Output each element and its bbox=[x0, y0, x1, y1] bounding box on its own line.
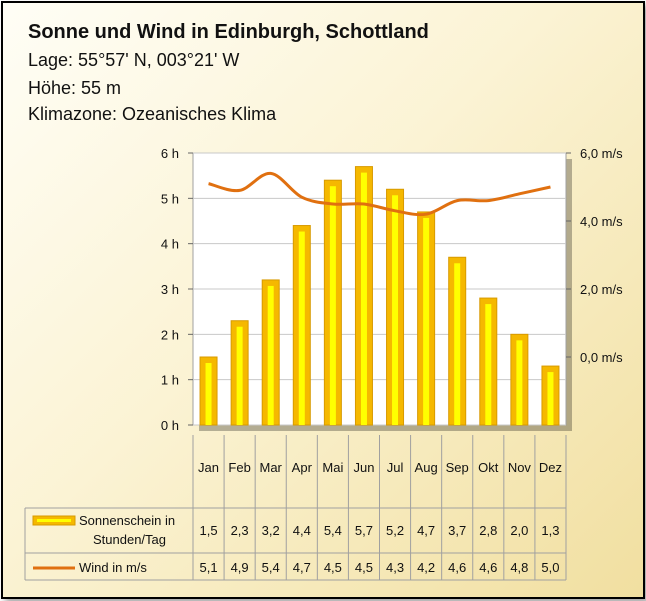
sunshine-value: 5,4 bbox=[324, 523, 342, 538]
wind-value: 4,3 bbox=[386, 560, 404, 575]
sunshine-bar-highlight bbox=[236, 326, 243, 425]
right-axis-tick-label: 0,0 m/s bbox=[580, 350, 623, 365]
sunshine-legend-swatch-inner bbox=[37, 519, 71, 522]
left-axis-tick-label: 6 h bbox=[161, 146, 179, 161]
sunshine-legend-label: Sonnenschein in bbox=[79, 513, 175, 528]
month-label: Okt bbox=[478, 460, 499, 475]
altitude-text: Höhe: 55 m bbox=[28, 78, 122, 98]
climate-zone-text: Klimazone: Ozeanisches Klima bbox=[28, 104, 277, 124]
wind-value: 4,6 bbox=[479, 560, 497, 575]
sunshine-value: 5,7 bbox=[355, 523, 373, 538]
sunshine-bar-highlight bbox=[485, 304, 492, 425]
sunshine-value: 4,4 bbox=[293, 523, 311, 538]
chart-title: Sonne und Wind in Edinburgh, Schottland bbox=[28, 21, 429, 43]
sunshine-bar-highlight bbox=[454, 263, 461, 425]
wind-value: 4,7 bbox=[293, 560, 311, 575]
sunshine-value: 1,5 bbox=[200, 523, 218, 538]
left-axis-tick-label: 4 h bbox=[161, 237, 179, 252]
sunshine-value: 3,7 bbox=[448, 523, 466, 538]
month-label: Aug bbox=[415, 460, 438, 475]
sunshine-bar-highlight bbox=[298, 231, 305, 425]
right-axis-tick-label: 2,0 m/s bbox=[580, 282, 623, 297]
sunshine-bar-highlight bbox=[516, 340, 523, 425]
month-label: Mai bbox=[322, 460, 343, 475]
month-label: Apr bbox=[292, 460, 313, 475]
sunshine-bar-highlight bbox=[392, 195, 399, 425]
left-axis-tick-label: 0 h bbox=[161, 418, 179, 433]
right-axis-tick-label: 4,0 m/s bbox=[580, 214, 623, 229]
month-label: Jun bbox=[353, 460, 374, 475]
location-text: Lage: 55°57' N, 003°21' W bbox=[28, 50, 240, 70]
right-axis-tick-label: 6,0 m/s bbox=[580, 146, 623, 161]
sunshine-bar-highlight bbox=[329, 186, 336, 425]
sunshine-bar-highlight bbox=[205, 363, 212, 425]
month-label: Feb bbox=[228, 460, 250, 475]
sunshine-value: 2,3 bbox=[231, 523, 249, 538]
left-axis-tick-label: 2 h bbox=[161, 327, 179, 342]
sunshine-bar-highlight bbox=[547, 372, 554, 425]
month-label: Nov bbox=[508, 460, 532, 475]
month-label: Sep bbox=[446, 460, 469, 475]
month-label: Jan bbox=[198, 460, 219, 475]
left-axis-tick-label: 5 h bbox=[161, 191, 179, 206]
wind-value: 4,9 bbox=[231, 560, 249, 575]
left-axis-tick-label: 1 h bbox=[161, 373, 179, 388]
wind-value: 4,5 bbox=[324, 560, 342, 575]
wind-line bbox=[208, 171, 551, 217]
wind-value: 4,2 bbox=[417, 560, 435, 575]
month-label: Mar bbox=[260, 460, 283, 475]
wind-value: 5,4 bbox=[262, 560, 280, 575]
sunshine-bar-highlight bbox=[267, 285, 274, 425]
month-label: Jul bbox=[387, 460, 404, 475]
sunshine-bar-highlight bbox=[360, 172, 367, 425]
month-label: Dez bbox=[539, 460, 562, 475]
sunshine-value: 1,3 bbox=[541, 523, 559, 538]
sunshine-value: 2,0 bbox=[510, 523, 528, 538]
sunshine-value: 2,8 bbox=[479, 523, 497, 538]
sunshine-legend-label-2: Stunden/Tag bbox=[93, 532, 166, 547]
wind-value: 4,6 bbox=[448, 560, 466, 575]
wind-value: 4,5 bbox=[355, 560, 373, 575]
wind-legend-label: Wind in m/s bbox=[79, 560, 147, 575]
sunshine-value: 4,7 bbox=[417, 523, 435, 538]
sunshine-value: 5,2 bbox=[386, 523, 404, 538]
wind-value: 5,1 bbox=[200, 560, 218, 575]
sunshine-bar-highlight bbox=[423, 217, 430, 425]
wind-value: 5,0 bbox=[541, 560, 559, 575]
sunshine-value: 3,2 bbox=[262, 523, 280, 538]
wind-value: 4,8 bbox=[510, 560, 528, 575]
left-axis-tick-label: 3 h bbox=[161, 282, 179, 297]
